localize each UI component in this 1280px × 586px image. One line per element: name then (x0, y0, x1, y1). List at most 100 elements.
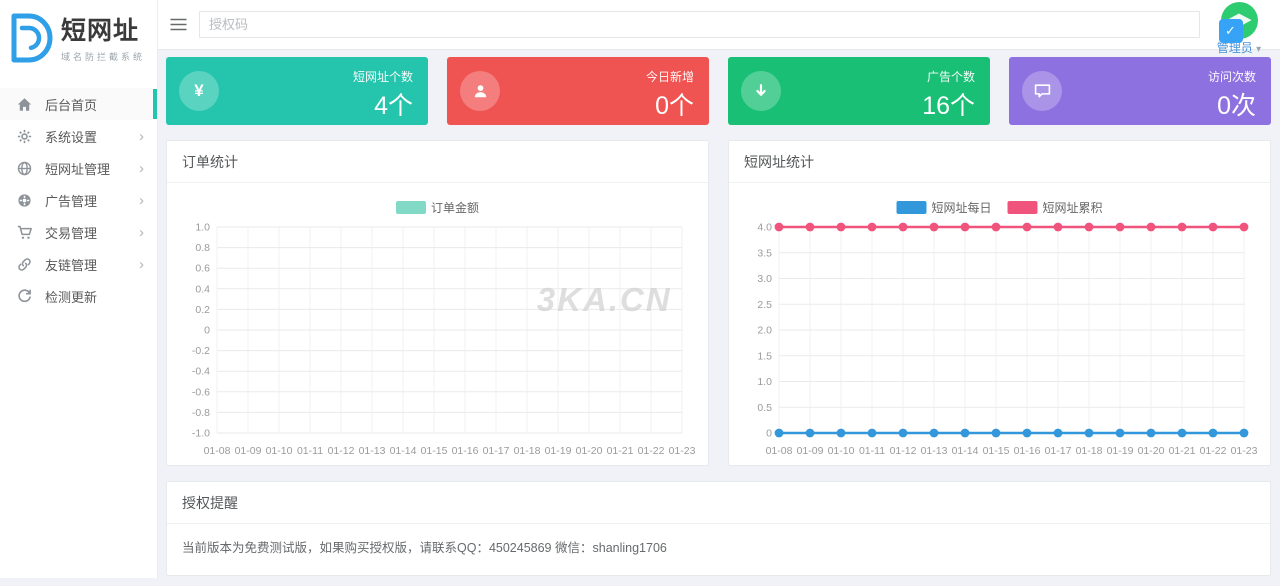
svg-text:-0.4: -0.4 (192, 366, 210, 378)
panel-order-stats: 订单统计 1.0 0.8 0.6 0.4 0.2 0 -0.2 -0.4 -0.6 -0.8 -1.… (166, 140, 709, 466)
svg-text:01-21: 01-21 (1169, 445, 1196, 457)
card-visit-count: 访问次数 0次 (1009, 57, 1271, 125)
svg-text:01-18: 01-18 (514, 445, 541, 457)
svg-text:01-17: 01-17 (483, 445, 510, 457)
svg-text:3KA.CN: 3KA.CN (537, 281, 672, 318)
sidebar-item-label: 交易管理 (45, 225, 98, 241)
check-badge-icon: ✓ (1218, 19, 1243, 43)
sidebar-item-trade-management[interactable]: 交易管理 › (0, 216, 157, 248)
card-label: 短网址个数 (352, 70, 413, 84)
svg-text:1.0: 1.0 (195, 222, 210, 234)
license-notice-panel: 授权提醒 当前版本为免费测试版，如果购买授权版，请联系QQ：450245869 … (166, 481, 1271, 576)
svg-text:01-09: 01-09 (235, 445, 262, 457)
panel-shorturl-stats: 短网址统计 4.0 3.5 3.0 2.5 2.0 1.5 1.0 0.5 0 01-08 01-0… (728, 140, 1271, 466)
svg-text:01-14: 01-14 (390, 445, 417, 457)
svg-text:01-15: 01-15 (421, 445, 448, 457)
svg-text:01-12: 01-12 (328, 445, 355, 457)
svg-text:3.0: 3.0 (757, 273, 772, 285)
notice-text: 当前版本为免费测试版，如果购买授权版，请联系QQ：450245869 微信：sh… (182, 541, 667, 555)
svg-text:1.5: 1.5 (757, 350, 772, 362)
user-menu[interactable]: ✓ 管理员 ▾ (1211, 2, 1267, 56)
refresh-icon (17, 288, 32, 304)
card-label: 访问次数 (1207, 70, 1256, 84)
svg-text:01-09: 01-09 (797, 445, 824, 457)
user-icon (460, 71, 500, 111)
svg-text:01-11: 01-11 (859, 445, 885, 457)
svg-text:0: 0 (766, 428, 772, 440)
svg-text:01-13: 01-13 (921, 445, 948, 457)
svg-text:-1.0: -1.0 (192, 428, 210, 440)
svg-text:4.0: 4.0 (757, 222, 772, 234)
svg-text:01-20: 01-20 (1138, 445, 1165, 457)
svg-text:2.5: 2.5 (757, 299, 772, 311)
svg-text:0.4: 0.4 (195, 283, 210, 295)
sidebar-item-label: 广告管理 (45, 193, 98, 209)
svg-text:01-16: 01-16 (1014, 445, 1041, 457)
svg-text:短网址累积: 短网址累积 (1043, 201, 1103, 215)
card-shorturl-count: ¥ 短网址个数 4个 (166, 57, 428, 125)
svg-text:订单金额: 订单金额 (431, 200, 479, 215)
sidebar-item-shorturl-management[interactable]: 短网址管理 › (0, 152, 157, 184)
notice-title: 授权提醒 (167, 482, 1270, 524)
link-icon (17, 257, 32, 272)
brand[interactable]: 短网址 域名防拦截系统 (0, 0, 157, 80)
sidebar-item-dashboard[interactable]: 后台首页 (0, 88, 157, 120)
svg-text:2.0: 2.0 (757, 325, 772, 337)
svg-text:01-08: 01-08 (766, 445, 793, 457)
chevron-right-icon: › (139, 255, 144, 273)
brand-title: 短网址 (61, 17, 140, 46)
sidebar-item-label: 友链管理 (45, 257, 98, 273)
sidebar-item-ad-management[interactable]: 广告管理 › (0, 184, 157, 216)
svg-text:01-11: 01-11 (297, 445, 323, 457)
svg-text:-0.2: -0.2 (192, 345, 210, 357)
svg-text:0.5: 0.5 (757, 402, 772, 414)
sidebar: 短网址 域名防拦截系统 后台首页 系统设置 › (0, 0, 157, 578)
svg-text:01-17: 01-17 (1045, 445, 1072, 457)
svg-text:1.0: 1.0 (757, 376, 772, 388)
double-d-logo-icon (8, 13, 54, 68)
home-icon (17, 97, 32, 112)
chevron-right-icon: › (139, 191, 144, 209)
sidebar-item-label: 系统设置 (45, 129, 98, 145)
active-indicator (153, 89, 157, 119)
search-input[interactable] (199, 11, 1200, 38)
svg-text:01-23: 01-23 (1231, 445, 1258, 457)
card-value: 4个 (374, 92, 413, 120)
sidebar-item-friendlink-management[interactable]: 友链管理 › (0, 248, 157, 280)
sidebar-item-check-update[interactable]: 检测更新 (0, 280, 157, 312)
svg-text:01-08: 01-08 (204, 445, 231, 457)
order-stats-chart: 1.0 0.8 0.6 0.4 0.2 0 -0.2 -0.4 -0.6 -0.8 -1.0 01-0… (177, 191, 698, 463)
card-ad-count: 广告个数 16个 (728, 57, 990, 125)
svg-text:-0.8: -0.8 (192, 407, 210, 419)
sidebar-item-label: 后台首页 (45, 97, 98, 113)
sidebar-item-label: 短网址管理 (45, 161, 111, 177)
sidebar-nav: 后台首页 系统设置 › 短网址管理 (0, 88, 157, 312)
svg-text:01-20: 01-20 (576, 445, 603, 457)
globe-icon (17, 161, 32, 176)
svg-text:01-12: 01-12 (890, 445, 917, 457)
svg-text:01-19: 01-19 (1107, 445, 1134, 457)
svg-text:01-21: 01-21 (607, 445, 634, 457)
sidebar-item-system-settings[interactable]: 系统设置 › (0, 120, 157, 152)
card-value: 16个 (922, 92, 975, 120)
svg-text:01-23: 01-23 (669, 445, 696, 457)
chevron-right-icon: › (139, 223, 144, 241)
avatar[interactable]: ✓ (1218, 2, 1258, 43)
svg-text:0.6: 0.6 (195, 263, 210, 275)
svg-text:-0.6: -0.6 (192, 386, 210, 398)
svg-text:0: 0 (204, 325, 210, 337)
svg-text:01-13: 01-13 (359, 445, 386, 457)
arrow-down-icon (741, 71, 781, 111)
user-name[interactable]: 管理员 ▾ (1216, 41, 1262, 55)
svg-text:01-10: 01-10 (266, 445, 293, 457)
svg-text:01-22: 01-22 (1200, 445, 1227, 457)
svg-text:01-16: 01-16 (452, 445, 479, 457)
main-content: ¥ 短网址个数 4个 今日新增 0个 广告个数 16个 (157, 50, 1280, 586)
svg-text:3.5: 3.5 (757, 247, 772, 259)
svg-text:01-10: 01-10 (828, 445, 855, 457)
svg-text:短网址每日: 短网址每日 (932, 200, 992, 215)
card-today-new: 今日新增 0个 (447, 57, 709, 125)
menu-toggle-icon[interactable] (168, 14, 189, 35)
sidebar-item-label: 检测更新 (45, 289, 98, 305)
